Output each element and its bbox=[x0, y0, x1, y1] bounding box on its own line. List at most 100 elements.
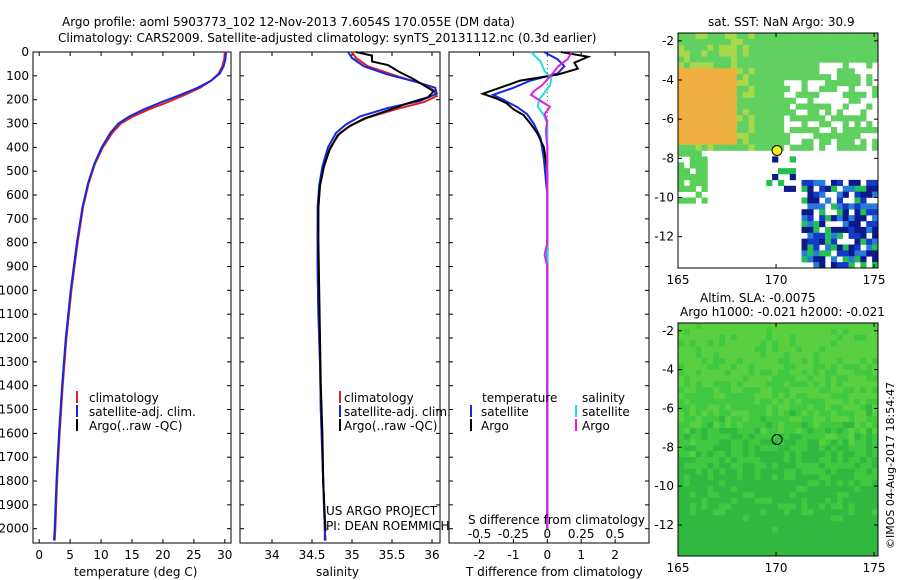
sla-cell bbox=[789, 328, 796, 335]
sla-cell bbox=[866, 387, 873, 394]
sla-cell bbox=[872, 456, 879, 464]
sla-cell bbox=[678, 357, 685, 365]
sla-cell bbox=[730, 474, 738, 481]
sla-cell bbox=[707, 352, 714, 359]
sla-cell bbox=[813, 439, 820, 446]
sla-cell bbox=[695, 538, 702, 545]
sst-cell bbox=[695, 62, 702, 69]
sla-cell bbox=[830, 480, 838, 487]
sst-cell bbox=[678, 103, 685, 110]
sla-cell bbox=[713, 491, 720, 499]
sst-cell bbox=[819, 144, 826, 151]
sst-cell bbox=[860, 127, 867, 134]
sst-cell bbox=[836, 80, 843, 87]
sst-cell bbox=[866, 38, 873, 46]
sla-cell bbox=[813, 392, 820, 400]
sla-cell bbox=[742, 474, 749, 481]
sla-cell bbox=[848, 468, 855, 475]
sla-cell bbox=[854, 381, 861, 388]
legend-swatch-satellite bbox=[339, 405, 341, 417]
sla-cell bbox=[830, 486, 838, 493]
sst-cell bbox=[872, 226, 879, 234]
sst-cell bbox=[842, 221, 849, 228]
sst-cell bbox=[713, 44, 720, 51]
sla-cell bbox=[725, 486, 732, 493]
sla-cell bbox=[707, 369, 714, 376]
sla-cell bbox=[872, 521, 879, 528]
sla-cell bbox=[707, 521, 714, 528]
sla-cell bbox=[866, 515, 873, 522]
sst-cell bbox=[748, 127, 755, 134]
sst-cell bbox=[807, 232, 814, 239]
sst-cell bbox=[860, 262, 867, 269]
sla-cell bbox=[766, 532, 773, 539]
sla-cell bbox=[778, 363, 785, 370]
sla-cell bbox=[730, 456, 738, 464]
sst-cell bbox=[730, 85, 738, 93]
sla-cell bbox=[795, 422, 802, 429]
sst-cell bbox=[795, 74, 802, 81]
sst-cell bbox=[778, 50, 785, 57]
sla-cell bbox=[866, 398, 873, 405]
sst-cell bbox=[813, 179, 820, 187]
sla-cell bbox=[760, 550, 767, 557]
sla-cell bbox=[795, 451, 802, 458]
sla-cell bbox=[678, 340, 685, 347]
sla-cell bbox=[742, 480, 749, 487]
sla-cell bbox=[760, 387, 767, 394]
sst-cell bbox=[807, 62, 814, 69]
sla-cell bbox=[836, 544, 843, 551]
sst-cell bbox=[701, 97, 708, 104]
map-y-tick-label: -8 bbox=[662, 151, 674, 165]
sla-cell bbox=[842, 456, 849, 464]
sla-cell bbox=[725, 375, 732, 382]
sla-cell bbox=[707, 538, 714, 545]
sla-cell bbox=[766, 480, 773, 487]
sla-cell bbox=[819, 410, 826, 417]
sla-cell bbox=[689, 491, 696, 499]
sst-cell bbox=[695, 132, 702, 140]
sst-cell bbox=[860, 250, 867, 257]
x2-tick-label: 0.5 bbox=[606, 527, 625, 541]
sst-cell bbox=[836, 250, 843, 257]
sla-cell bbox=[760, 422, 767, 429]
sst-cell bbox=[730, 38, 738, 46]
sla-cell bbox=[807, 532, 814, 539]
temperature-axes-frame bbox=[32, 51, 232, 544]
sst-cell bbox=[789, 127, 796, 134]
sla-cell bbox=[860, 509, 867, 516]
sla-cell bbox=[683, 323, 691, 330]
sla-cell bbox=[789, 491, 796, 499]
sla-cell bbox=[766, 427, 773, 434]
sst-cell bbox=[736, 91, 743, 98]
sla-cell bbox=[778, 381, 785, 388]
sst-cell bbox=[701, 132, 708, 140]
sst-cell bbox=[813, 191, 820, 198]
sla-cell bbox=[772, 538, 779, 545]
sst-cell bbox=[801, 226, 808, 234]
sst-cell bbox=[742, 109, 749, 116]
sla-cell bbox=[825, 375, 832, 382]
sst-cell bbox=[719, 68, 726, 75]
sla-cell bbox=[689, 363, 696, 370]
sla-cell bbox=[736, 474, 743, 481]
sla-cell bbox=[778, 445, 785, 452]
sla-cell bbox=[830, 340, 838, 347]
sla-cell bbox=[830, 509, 838, 516]
sst-cell bbox=[813, 127, 820, 134]
sst-cell bbox=[772, 33, 779, 40]
sla-cell bbox=[748, 334, 755, 341]
sla-cell bbox=[719, 387, 726, 394]
legend-swatch-argo bbox=[339, 419, 341, 431]
sla-cell bbox=[713, 462, 720, 469]
sla-cell bbox=[760, 480, 767, 487]
sla-cell bbox=[801, 381, 808, 388]
sla-cell bbox=[730, 497, 738, 504]
sla-cell bbox=[736, 404, 743, 411]
sla-cell bbox=[719, 392, 726, 400]
sst-cell bbox=[778, 132, 785, 140]
sla-cell bbox=[695, 474, 702, 481]
sla-cell bbox=[772, 445, 779, 452]
sst-cell bbox=[801, 221, 808, 228]
sla-cell bbox=[713, 456, 720, 464]
